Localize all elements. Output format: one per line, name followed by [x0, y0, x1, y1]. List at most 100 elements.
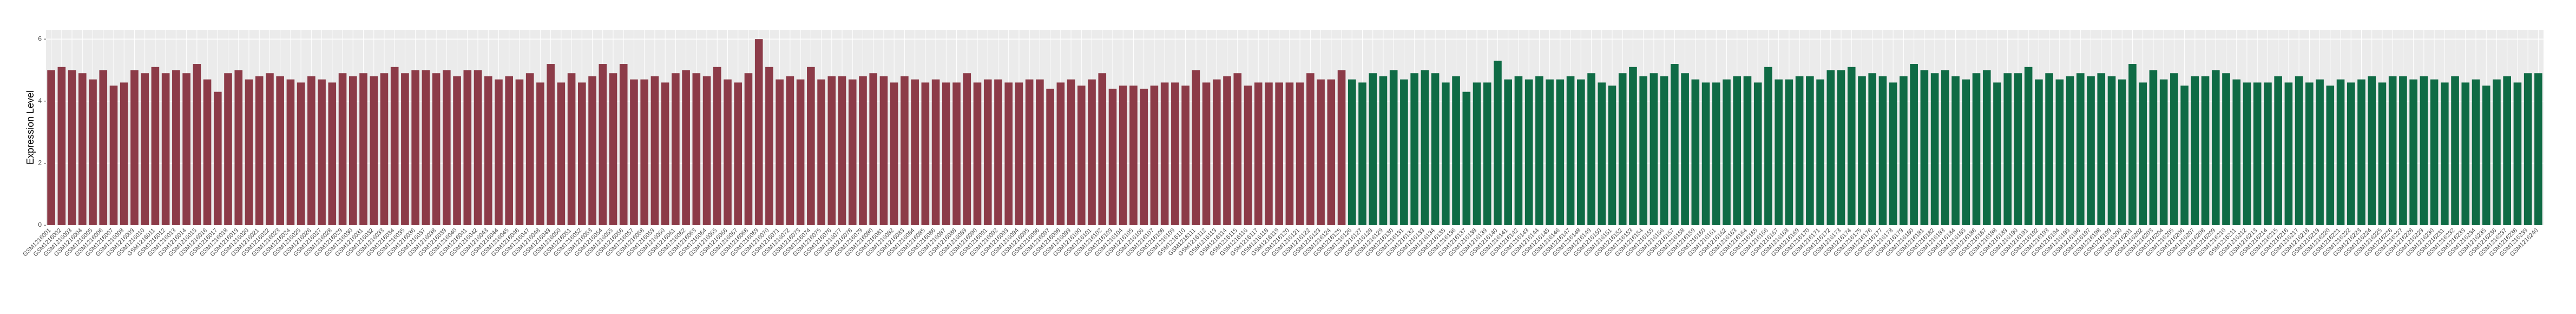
bar [2336, 79, 2345, 225]
y-tick-label: 2 [38, 159, 42, 167]
bar [994, 79, 1002, 225]
bar [515, 79, 524, 225]
bar [338, 73, 347, 225]
bar [89, 79, 97, 225]
bar [1150, 86, 1159, 225]
bar [1982, 70, 1991, 225]
bar [411, 70, 419, 225]
bar [1556, 79, 1565, 225]
bar [702, 76, 711, 225]
bar [2222, 73, 2230, 225]
bar [141, 73, 149, 225]
bar [1452, 76, 1460, 225]
bar [921, 82, 930, 225]
bar [318, 79, 326, 225]
bar [2482, 86, 2490, 225]
bar [2357, 79, 2365, 225]
bar [1753, 82, 1762, 225]
bar [1171, 82, 1179, 225]
bar [1379, 76, 1388, 225]
bar [692, 73, 701, 225]
bar [2264, 82, 2272, 225]
bar [1587, 73, 1595, 225]
bar [557, 82, 566, 225]
bar [1348, 79, 1356, 225]
bar [2316, 79, 2324, 225]
bar [2326, 86, 2335, 225]
bar [817, 79, 825, 225]
bar [2513, 82, 2522, 225]
bar [255, 76, 264, 225]
bar [1410, 73, 1418, 225]
bar [1608, 86, 1616, 225]
bar [2305, 82, 2314, 225]
bar [1056, 82, 1065, 225]
bar [1223, 76, 1231, 225]
bar [2149, 70, 2158, 225]
bar [2399, 76, 2407, 225]
bar [1868, 73, 1877, 225]
bar [2493, 79, 2501, 225]
bar [2284, 82, 2293, 225]
bar [1400, 79, 1408, 225]
bar [1004, 82, 1013, 225]
bar [983, 79, 992, 225]
bar [869, 73, 878, 225]
bar [1576, 79, 1585, 225]
bar [765, 67, 773, 225]
bar [619, 64, 628, 226]
bar [2451, 76, 2459, 225]
bar [453, 76, 461, 225]
bar [193, 64, 201, 226]
bar [1546, 79, 1554, 225]
bar [1816, 79, 1824, 225]
bar [1036, 79, 1044, 225]
bar [1212, 79, 1221, 225]
bar [1389, 70, 1398, 225]
bar [1775, 79, 1783, 225]
bar [1504, 79, 1513, 225]
bar [349, 76, 357, 225]
bar [2420, 76, 2428, 225]
bar [1535, 76, 1543, 225]
bar [1369, 73, 1377, 225]
bar [754, 39, 763, 225]
bar [827, 76, 836, 225]
y-tick-label: 4 [38, 97, 42, 104]
bar [2097, 73, 2106, 225]
bar [474, 70, 482, 225]
bar [120, 82, 128, 225]
bar [1265, 82, 1273, 225]
bar [973, 82, 982, 225]
bar [1795, 76, 1804, 225]
bar [2378, 82, 2387, 225]
bar [443, 70, 451, 225]
bar [1951, 76, 1960, 225]
bar [1920, 70, 1929, 225]
bar [2180, 86, 2189, 225]
bar [1910, 64, 1918, 226]
bar [838, 76, 846, 225]
bar [2232, 79, 2241, 225]
bar [1733, 76, 1742, 225]
bar [567, 73, 576, 225]
bar [2055, 79, 2064, 225]
bar [307, 76, 316, 225]
bar [2441, 82, 2449, 225]
bar [1837, 70, 1845, 225]
bar [161, 73, 170, 225]
bar [359, 73, 367, 225]
bar [276, 76, 284, 225]
bar [588, 76, 596, 225]
bar [1930, 73, 1939, 225]
bar [1566, 76, 1575, 225]
bar [2076, 73, 2085, 225]
bar [1712, 82, 1720, 225]
bar [1140, 88, 1148, 225]
bar [1473, 82, 1481, 225]
bar [78, 73, 87, 225]
bar [109, 86, 118, 225]
y-tick-label: 0 [38, 221, 42, 228]
